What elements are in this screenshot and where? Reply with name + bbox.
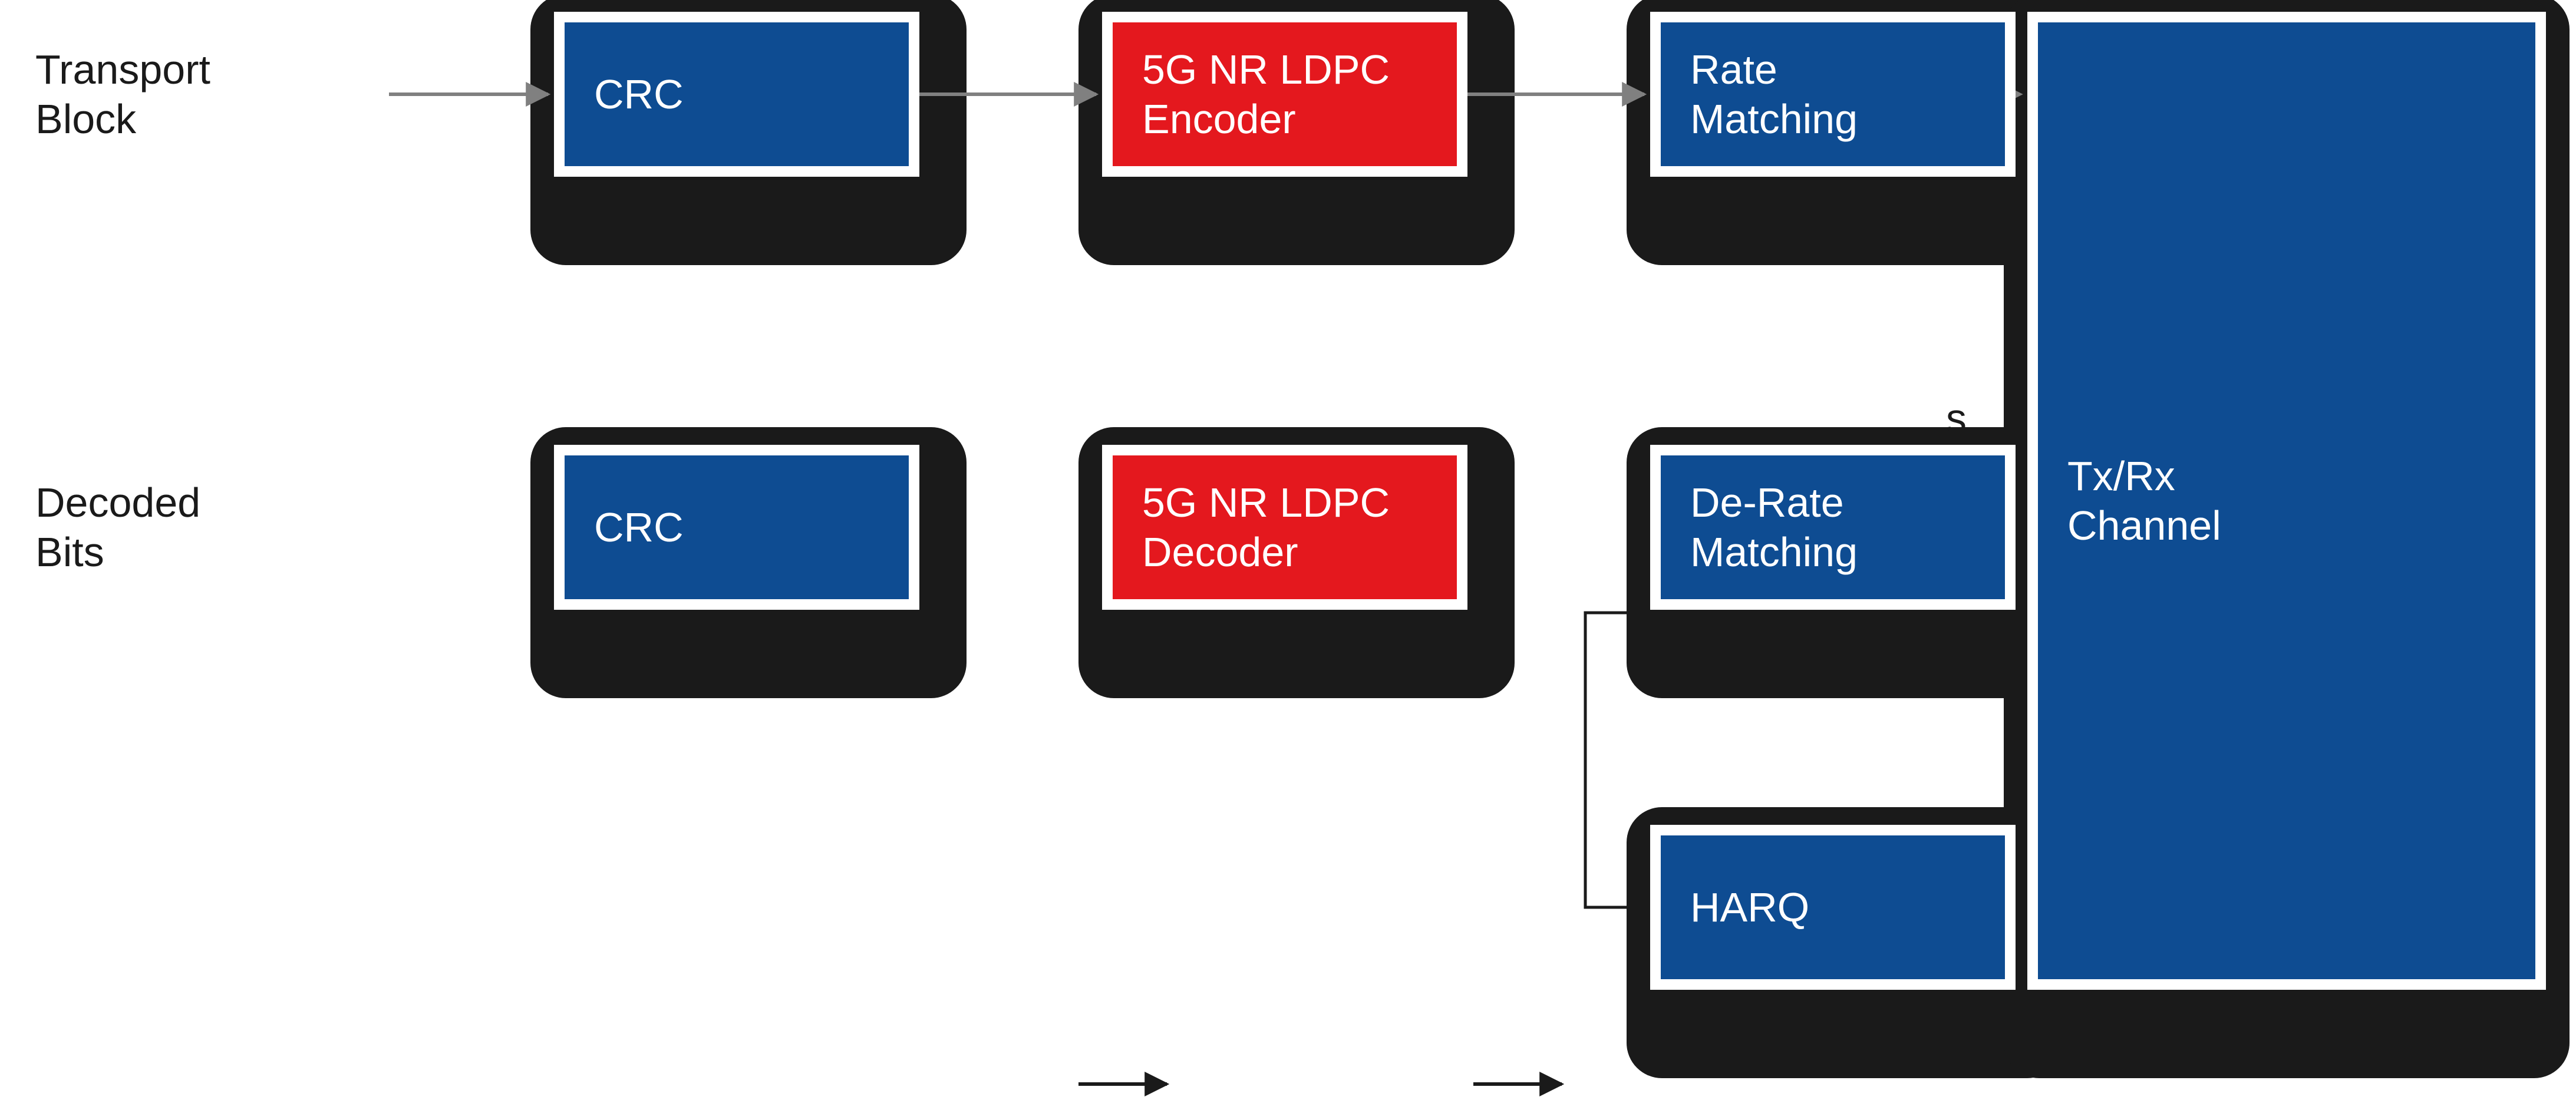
stray-s: s xyxy=(1946,395,1967,442)
ldpc-flow-diagram: s Transport Block CRC 5G NR LDPC Encoder xyxy=(0,0,2576,1120)
ldpc-encoder-block: 5G NR LDPC Encoder xyxy=(1102,12,1467,177)
label: CRC xyxy=(594,503,684,552)
label: De-Rate Matching xyxy=(1690,478,1858,577)
label: CRC xyxy=(594,70,684,119)
crc-encoder-block: CRC xyxy=(554,12,919,177)
derate-matching-block: De-Rate Matching xyxy=(1650,445,2016,610)
label: HARQ xyxy=(1690,883,1809,932)
label: 5G NR LDPC Encoder xyxy=(1142,45,1390,144)
crc-decoder-block: CRC xyxy=(554,445,919,610)
label: Decoded Bits xyxy=(35,478,200,577)
txrx-channel-block: Tx/Rx Channel xyxy=(2027,12,2546,990)
label: Tx/Rx Channel xyxy=(2067,451,2221,550)
ldpc-decoder-block: 5G NR LDPC Decoder xyxy=(1102,445,1467,610)
label: 5G NR LDPC Decoder xyxy=(1142,478,1390,577)
harq-block: HARQ xyxy=(1650,825,2016,990)
label: Rate Matching xyxy=(1690,45,1858,144)
transport-block: Transport Block xyxy=(24,12,389,177)
rate-matching-block: Rate Matching xyxy=(1650,12,2016,177)
label: Transport Block xyxy=(35,45,210,144)
decoded-bits-block: Decoded Bits xyxy=(24,445,389,610)
